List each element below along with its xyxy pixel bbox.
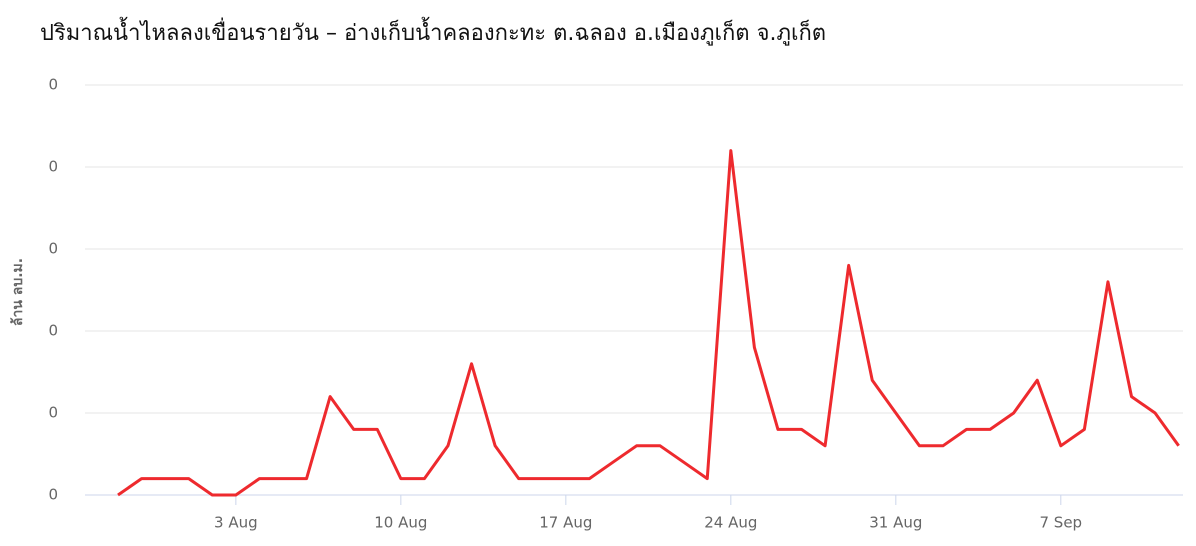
x-tick-label: 3 Aug — [214, 514, 258, 532]
y-tick-label: 0 — [48, 158, 58, 176]
y-tick-label: 0 — [48, 76, 58, 94]
x-tick-label: 17 Aug — [539, 514, 592, 532]
y-tick-label: 0 — [48, 322, 58, 340]
y-tick-label: 0 — [48, 486, 58, 504]
x-tick-label: 31 Aug — [869, 514, 922, 532]
x-tick-label: 24 Aug — [704, 514, 757, 532]
x-tick-label: 10 Aug — [374, 514, 427, 532]
y-axis-title: ล้าน ลบ.ม. — [10, 258, 26, 326]
y-tick-label: 0 — [48, 404, 58, 422]
x-tick-label: 7 Sep — [1040, 514, 1083, 532]
line-series — [117, 149, 1180, 497]
chart-title: ปริมาณน้ำไหลลงเขื่อนรายวัน – อ่างเก็บน้ำ… — [40, 17, 826, 46]
y-tick-label: 0 — [48, 240, 58, 258]
